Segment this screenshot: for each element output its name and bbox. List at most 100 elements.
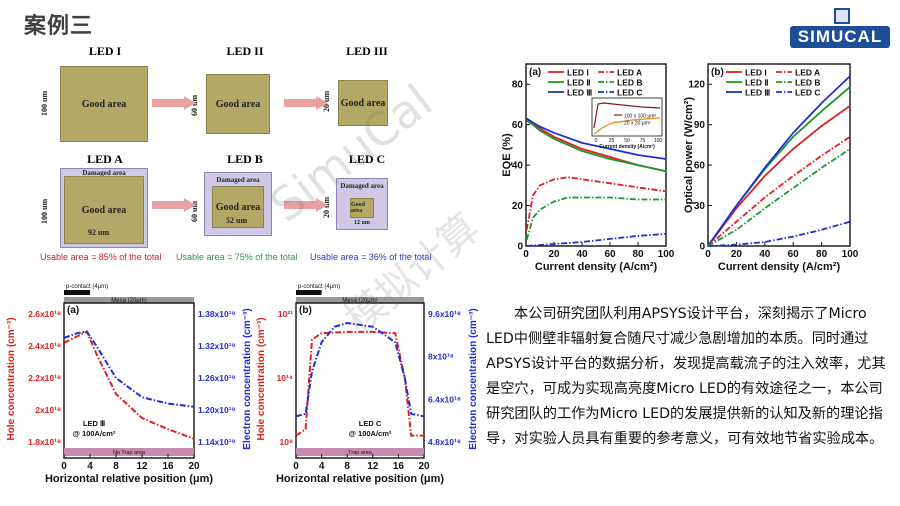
x-tick-label: 16 (162, 461, 174, 472)
series-line (63, 330, 195, 440)
x-tick-label: 0 (293, 461, 299, 472)
annotation: LED C (359, 419, 382, 428)
led-label-b: LED B (227, 152, 263, 166)
logo-mark-icon (834, 8, 850, 24)
legend-label: LED A (795, 68, 820, 78)
y-axis-label: EQE (%) (501, 133, 513, 177)
series-line (295, 330, 424, 437)
x-axis-label: Horizontal relative position (μm) (276, 473, 444, 485)
x-tick-label: 16 (393, 461, 405, 472)
y-tick-label: 20 (512, 201, 524, 212)
y-tick-label: 0 (517, 242, 523, 253)
area-label: Good area (215, 98, 261, 110)
x-tick-label: 12 (136, 461, 148, 472)
x-tick-label: 60 (788, 249, 800, 260)
x-tick-label: 4 (87, 461, 93, 472)
inset-tick-label: 75 (640, 138, 646, 144)
y-tick-label: 30 (694, 201, 706, 212)
x-tick-label: 80 (816, 249, 828, 260)
series-line (707, 148, 851, 247)
optical-power-chart: 0 20 40 60 80 100 0 30 60 90 120 Current density (A… (683, 63, 859, 273)
led-label-2: LED II (226, 44, 264, 58)
x-tick-label: 60 (604, 249, 616, 260)
legend-label: LED Ⅲ (567, 88, 592, 98)
series-line (526, 233, 667, 247)
x-tick-label: 20 (548, 249, 560, 260)
mesa-bar (296, 297, 424, 303)
series-line (707, 105, 851, 247)
y-tick-label: 0 (699, 242, 705, 253)
y-tick-label: 60 (512, 120, 524, 131)
legend-label: LED B (617, 78, 643, 88)
x-tick-label: 20 (731, 249, 743, 260)
led-label-1: LED I (88, 44, 122, 58)
series-line (526, 117, 667, 160)
led-c-tile: Good area (350, 198, 374, 218)
arrow-right-icon (152, 198, 196, 212)
annotation: Mesa (20μm) (111, 298, 146, 304)
hole-electron-chart-a: p-contact (4μm) Mesa (20μm) No Trap area 0 4… (6, 284, 253, 485)
annotation: p-contact (4μm) (66, 284, 108, 290)
led-a-dim-h: 92 um (88, 228, 110, 237)
y-tick-label-left: 2.4x10¹⁸ (28, 341, 61, 351)
series-line (63, 330, 195, 408)
y-tick-label: 90 (694, 120, 706, 131)
y-tick-label-left: 10²¹ (278, 309, 293, 319)
inset-tick-label: 0 (595, 138, 598, 144)
p-contact-bar (64, 290, 90, 295)
legend-label: LED Ⅰ (745, 68, 767, 78)
series-line (707, 220, 851, 247)
y-axis-label: Optical power (W/cm²) (683, 97, 695, 213)
annotation: No Trap area (113, 450, 146, 456)
y-axis-label-left: Hole concentration (cm⁻³) (6, 317, 17, 440)
usable-c: Usable area = 36% of the total (310, 252, 432, 262)
y-axis-label-left: Hole concentration (cm⁻³) (256, 317, 267, 440)
logo-text: SIMUCAL (790, 26, 890, 48)
hole-electron-chart-b: p-contact (4μm) Mesa (20μm) Trap area 0 4 8 12… (256, 284, 479, 485)
plot-frame (63, 302, 195, 459)
y-tick-label: 120 (688, 80, 705, 91)
y-tick-label-left: 1.8x10¹⁸ (28, 437, 61, 447)
legend-label: LED B (795, 78, 821, 88)
y-axis-label-right: Electron concentration (cm⁻³) (242, 308, 253, 449)
led-label-3: LED III (346, 44, 388, 58)
series-line (525, 196, 666, 241)
mesa-bar (64, 297, 194, 303)
annotation: LED Ⅲ (83, 419, 105, 428)
arrow-right-icon (284, 198, 328, 212)
arrow-right-icon (152, 96, 196, 110)
y-tick-label-left: 10¹⁴ (277, 373, 294, 383)
usable-a: Usable area = 85% of the total (40, 252, 162, 262)
panel-label: (a) (529, 67, 541, 78)
inset-tick-label: 100 (654, 138, 663, 144)
annotation: Trap area (348, 450, 373, 456)
y-tick-label: 40 (512, 161, 524, 172)
y-tick-label-right: 1.20x10¹⁹ (198, 405, 236, 415)
series-line (707, 136, 851, 247)
legend-label: LED C (617, 88, 643, 98)
x-tick-label: 0 (523, 249, 529, 260)
x-tick-label: 20 (188, 461, 200, 472)
x-tick-label: 40 (576, 249, 588, 260)
led-label-c: LED C (348, 152, 386, 166)
damaged-label: Damaged area (340, 182, 384, 190)
inset-legend-label: 100 x 100 μm² (624, 114, 656, 120)
y-axis-label-right: Electron concentration (cm⁻³) (468, 308, 479, 449)
led-label-a: LED A (87, 152, 123, 166)
x-tick-label: 20 (418, 461, 430, 472)
legend-label: LED Ⅱ (567, 78, 591, 88)
inset-tick-label: 50 (624, 138, 630, 144)
x-tick-label: 100 (842, 249, 859, 260)
plot-frame (295, 302, 425, 459)
y-tick-label-right: 1.32x10¹⁹ (198, 341, 236, 351)
legend-label: LED A (617, 68, 642, 78)
y-tick-label-right: 1.14x10¹⁹ (198, 437, 236, 447)
area-label: Good area (340, 97, 386, 109)
annotation: @ 100A/cm² (349, 429, 392, 438)
led-c-dim-h: 12 um (354, 220, 370, 226)
inset-legend-label: 20 x 20 μm² (624, 121, 651, 127)
no-trap-area-bar (296, 448, 424, 456)
area-label: Good area (81, 98, 127, 110)
led-1-dim: 100 um (40, 90, 49, 116)
